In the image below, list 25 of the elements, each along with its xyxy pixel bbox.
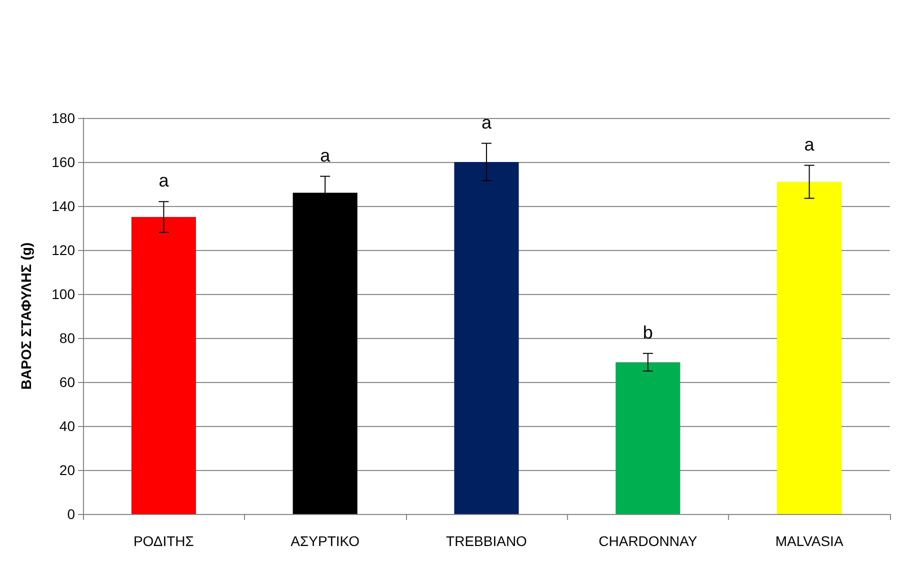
y-tick-label: 80	[59, 330, 76, 346]
y-tick-label: 0	[67, 506, 76, 522]
y-tick-label: 100	[52, 286, 76, 302]
annotation: a	[320, 145, 332, 166]
bar	[454, 162, 519, 514]
y-tick-label: 120	[52, 242, 76, 258]
y-axis-title: ΒΑΡΟΣ ΣΤΑΦΥΛΗΣ (g)	[18, 242, 34, 390]
bar	[777, 182, 842, 514]
bar	[131, 217, 196, 514]
y-tick-label: 20	[59, 462, 76, 478]
y-tick-label: 160	[52, 154, 76, 170]
x-tick-label: CHARDONNAY	[598, 533, 698, 549]
y-tick-label: 140	[52, 198, 76, 214]
x-tick-label: ΑΣΥΡΤΙΚΟ	[290, 533, 360, 549]
x-tick-label: TREBBIANO	[446, 533, 528, 549]
annotation: a	[804, 134, 816, 154]
y-tick-label: 60	[59, 374, 76, 390]
y-tick-label: 180	[52, 110, 76, 126]
annotation: a	[158, 170, 170, 191]
annotation: a	[481, 112, 492, 132]
annotation: b	[642, 322, 653, 342]
bar	[616, 362, 680, 514]
x-tick-label: ΡΟΔΙΤΗΣ	[133, 533, 194, 549]
x-tick-label: MALVASIA	[775, 533, 844, 549]
y-tick-label: 40	[59, 418, 76, 434]
